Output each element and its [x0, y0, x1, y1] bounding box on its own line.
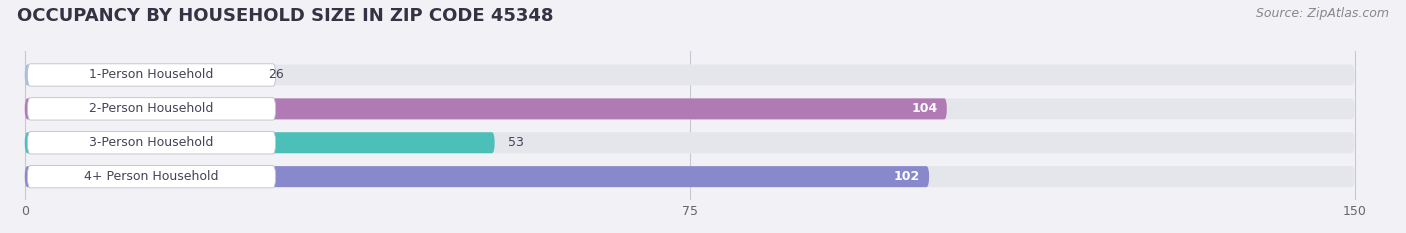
- FancyBboxPatch shape: [25, 65, 1354, 86]
- Text: Source: ZipAtlas.com: Source: ZipAtlas.com: [1256, 7, 1389, 20]
- Text: 102: 102: [894, 170, 920, 183]
- Text: 104: 104: [911, 102, 938, 115]
- Text: 3-Person Household: 3-Person Household: [90, 136, 214, 149]
- FancyBboxPatch shape: [28, 64, 276, 86]
- FancyBboxPatch shape: [25, 98, 1354, 119]
- Text: 53: 53: [508, 136, 524, 149]
- FancyBboxPatch shape: [28, 165, 276, 188]
- FancyBboxPatch shape: [25, 65, 256, 86]
- FancyBboxPatch shape: [25, 132, 495, 153]
- FancyBboxPatch shape: [28, 98, 276, 120]
- Text: 1-Person Household: 1-Person Household: [90, 69, 214, 82]
- Text: 26: 26: [269, 69, 284, 82]
- FancyBboxPatch shape: [25, 166, 929, 187]
- FancyBboxPatch shape: [25, 132, 1354, 153]
- FancyBboxPatch shape: [25, 98, 946, 119]
- Text: 2-Person Household: 2-Person Household: [90, 102, 214, 115]
- Text: OCCUPANCY BY HOUSEHOLD SIZE IN ZIP CODE 45348: OCCUPANCY BY HOUSEHOLD SIZE IN ZIP CODE …: [17, 7, 554, 25]
- FancyBboxPatch shape: [25, 166, 1354, 187]
- Text: 4+ Person Household: 4+ Person Household: [84, 170, 219, 183]
- FancyBboxPatch shape: [28, 132, 276, 154]
